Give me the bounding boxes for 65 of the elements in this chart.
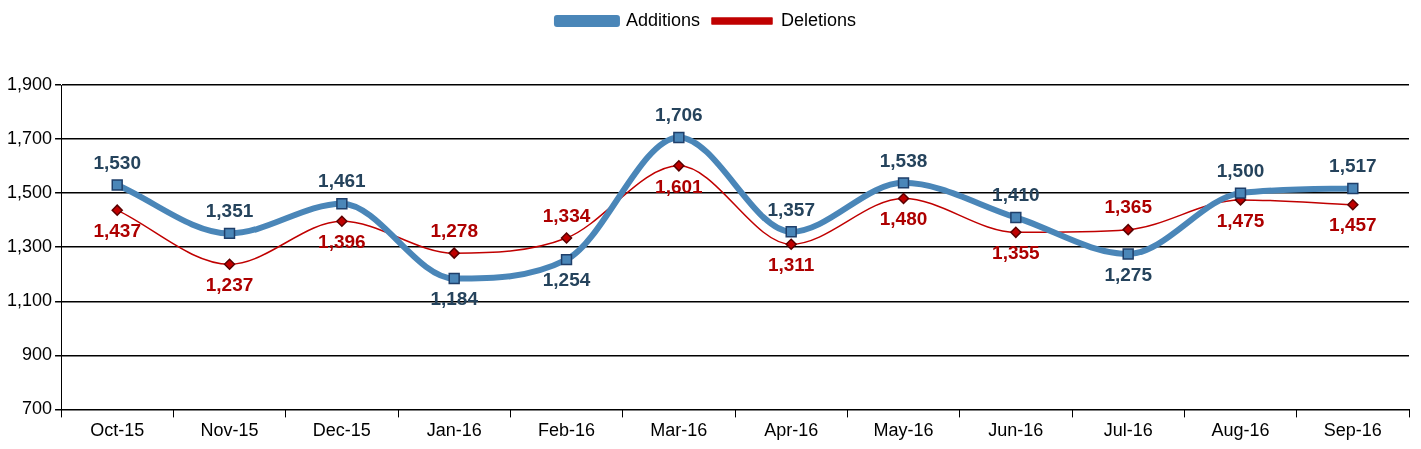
y-tick-label: 1,100 <box>7 290 53 311</box>
point <box>448 272 460 285</box>
y-tick-label: 1,300 <box>7 236 53 257</box>
point <box>897 177 910 189</box>
data-label: 1,475 <box>1216 209 1265 231</box>
point <box>336 215 348 227</box>
point <box>1234 187 1247 199</box>
data-label: 1,355 <box>992 242 1041 264</box>
point <box>223 258 236 270</box>
point <box>111 179 123 191</box>
point <box>785 238 797 250</box>
point <box>560 253 573 266</box>
data-label: 1,601 <box>655 175 704 197</box>
x-tick-label: Oct-15 <box>90 420 145 441</box>
x-tick-label: Feb-16 <box>538 420 596 441</box>
point <box>1010 211 1022 224</box>
legend-label: Additions <box>625 9 701 30</box>
x-tick-label: May-16 <box>873 420 934 441</box>
data-label: 1,237 <box>205 273 254 295</box>
x-tick-label: Jan-16 <box>426 420 482 441</box>
data-label: 1,311 <box>767 253 815 275</box>
point <box>897 192 910 205</box>
x-tick-label: Sep-16 <box>1323 420 1382 441</box>
point <box>1347 199 1359 211</box>
x-tick-label: Apr-16 <box>764 420 819 441</box>
data-label: 1,254 <box>542 269 591 291</box>
data-label: 1,517 <box>1329 155 1377 177</box>
data-label: 1,334 <box>542 204 591 226</box>
y-tick-label: 1,500 <box>7 182 53 203</box>
point <box>1122 223 1134 236</box>
data-label: 1,437 <box>93 219 141 241</box>
point <box>448 247 460 259</box>
data-label: 1,538 <box>879 149 928 171</box>
data-label: 1,365 <box>1104 196 1153 218</box>
data-label: 1,480 <box>879 208 928 230</box>
point <box>1010 226 1022 239</box>
point <box>223 227 236 240</box>
x-tick-label: Jul-16 <box>1103 420 1153 441</box>
y-tick-label: 1,700 <box>7 128 53 149</box>
data-label: 1,457 <box>1329 214 1377 236</box>
x-tick-label: Jun-16 <box>988 420 1044 441</box>
x-tick-label: Dec-15 <box>312 420 371 441</box>
point <box>111 204 123 216</box>
y-tick-label: 900 <box>22 344 53 365</box>
x-tick-label: Mar-16 <box>650 420 708 441</box>
data-label: 1,278 <box>430 219 478 241</box>
data-label: 1,275 <box>1104 263 1153 285</box>
point <box>673 160 685 172</box>
data-label: 1,530 <box>93 151 141 173</box>
data-label: 1,351 <box>205 200 254 222</box>
legend-label: Deletions <box>781 9 857 30</box>
point <box>336 197 348 210</box>
y-tick-label: 1,900 <box>7 73 53 94</box>
y-tick-label: 700 <box>22 398 53 419</box>
data-label: 1,357 <box>767 198 815 220</box>
point <box>673 131 685 144</box>
point <box>1347 182 1359 195</box>
point <box>785 226 797 238</box>
data-label: 1,500 <box>1216 159 1265 181</box>
data-label: 1,706 <box>655 104 703 126</box>
point <box>1122 248 1134 260</box>
data-label: 1,461 <box>318 170 367 192</box>
x-tick-label: Nov-15 <box>200 420 259 441</box>
x-tick-label: Aug-16 <box>1211 420 1270 441</box>
point <box>560 232 573 244</box>
